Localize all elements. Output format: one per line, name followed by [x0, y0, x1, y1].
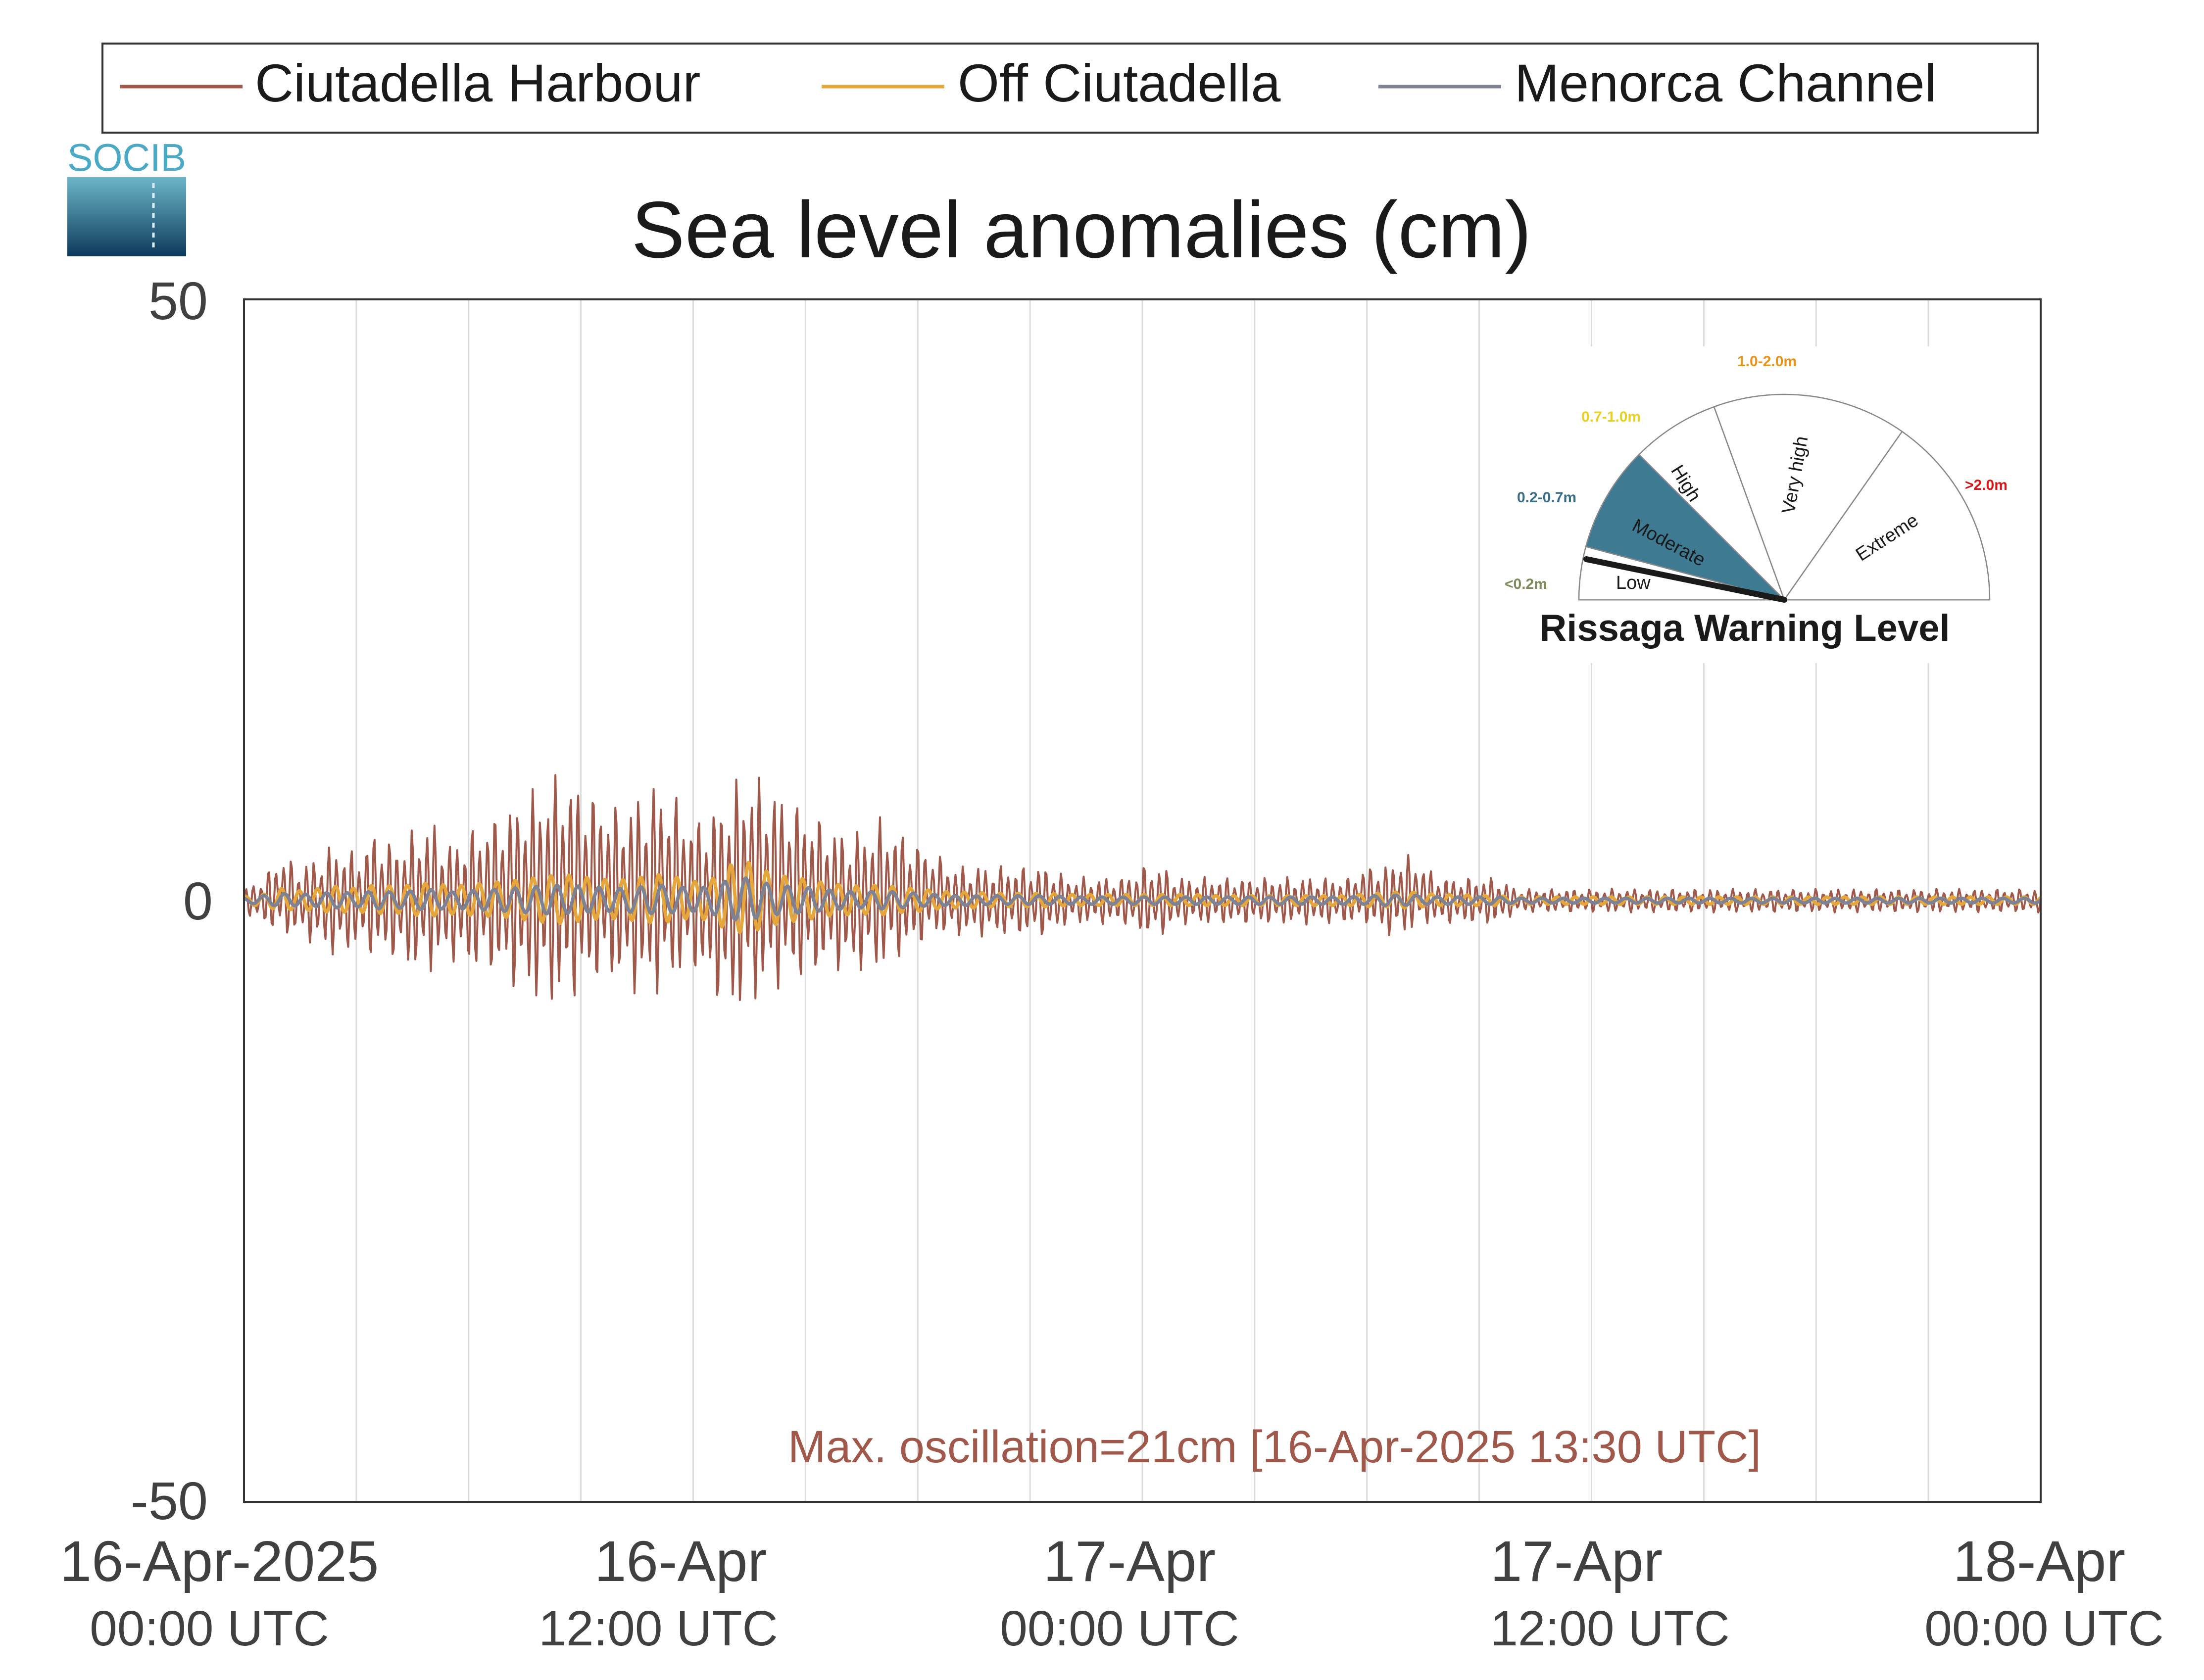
x-tick-date-3: 17-Apr: [1490, 1529, 1663, 1593]
y-tick-label-zero: 0: [183, 871, 213, 931]
legend: Ciutadella Harbour Off Ciutadella Menorc…: [101, 43, 2039, 134]
gauge-range-moderate: 0.2-0.7m: [1517, 489, 1576, 506]
gauge-label-low: Low: [1616, 573, 1651, 593]
x-tick-date-2: 17-Apr: [1043, 1529, 1216, 1593]
x-tick-time-4: 00:00 UTC: [1924, 1601, 2164, 1656]
gauge-range-low: <0.2m: [1505, 576, 1547, 592]
gauge-needle: [1583, 556, 1787, 603]
gauge-range-very-high: 1.0-2.0m: [1737, 353, 1797, 370]
x-tick-time-0: 00:00 UTC: [90, 1601, 329, 1656]
series-layer: [244, 774, 2041, 1001]
x-tick-time-1: 12:00 UTC: [539, 1601, 778, 1656]
gauge-sector-extreme: [1783, 431, 1991, 601]
y-tick-label-top: 50: [148, 271, 208, 331]
series-line-off-ciutadella: [244, 861, 2041, 934]
x-tick-date-1: 16-Apr: [594, 1529, 767, 1593]
legend-label-menorca-channel: Menorca Channel: [1515, 53, 1937, 113]
x-tick-date-0: 16-Apr-2025: [60, 1529, 379, 1593]
x-tick-time-3: 12:00 UTC: [1490, 1601, 1730, 1656]
socib-logo-text: SOCIB: [67, 136, 186, 179]
socib-logo-graphic: [67, 177, 186, 256]
x-tick-date-4: 18-Apr: [1953, 1529, 2125, 1593]
gauge-range-high: 0.7-1.0m: [1581, 409, 1641, 425]
y-tick-label-bottom: -50: [131, 1471, 208, 1531]
legend-label-ciutadella-harbour: Ciutadella Harbour: [255, 53, 701, 113]
series-line-menorca-channel: [244, 876, 2041, 922]
x-tick-time-2: 00:00 UTC: [1000, 1601, 1239, 1656]
socib-logo: SOCIB: [67, 136, 186, 256]
plot-frame: [243, 298, 2042, 1503]
max-oscillation-annotation: Max. oscillation=21cm [16-Apr-2025 13:30…: [788, 1422, 1761, 1472]
rissaga-warning-gauge: <0.2m 0.2-0.7m 0.7-1.0m 1.0-2.0m >2.0m L…: [1500, 346, 2029, 663]
gauge-sectors: [1578, 393, 1991, 601]
y-axis: 50 0 -50: [131, 271, 213, 1531]
gauge-sector-high: [1638, 406, 1785, 600]
gauge-title: Rissaga Warning Level: [1539, 607, 1950, 649]
x-axis: 16-Apr-2025 00:00 UTC 16-Apr 12:00 UTC 1…: [60, 1529, 2164, 1656]
legend-frame: [101, 43, 2039, 134]
gauge-sector-moderate: [1585, 453, 1787, 601]
chart-title: Sea level anomalies (cm): [632, 185, 1532, 275]
gauge-range-extreme: >2.0m: [1965, 477, 2008, 493]
legend-label-off-ciutadella: Off Ciutadella: [958, 53, 1281, 113]
gauge-sector-very-high: [1713, 393, 1903, 601]
